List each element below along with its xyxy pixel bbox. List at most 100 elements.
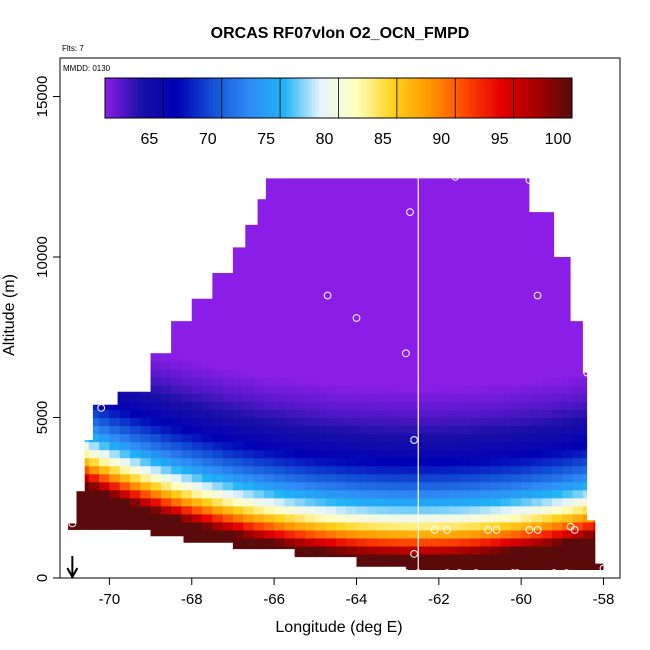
heatmap-cell [459,224,471,234]
heatmap-cell [521,169,532,178]
heatmap-cell [140,505,152,515]
heatmap-cell [253,545,265,555]
heatmap-cell [562,521,574,531]
heatmap-cell [243,529,255,539]
heatmap-cell [366,257,378,266]
heatmap-cell [521,240,533,250]
heatmap-cell [521,377,533,386]
heatmap-cell [469,417,481,427]
colorbar-swatch [499,78,503,118]
heatmap-cell [68,232,80,242]
heatmap-cell [150,248,162,258]
heatmap-cell [212,561,224,570]
heatmap-cell [521,393,533,403]
heatmap-cell [438,265,450,274]
heatmap-cell [500,224,512,234]
heatmap-cell [325,553,337,563]
heatmap-cell [387,513,399,523]
heatmap-cell [109,561,121,570]
heatmap-cell [253,377,265,386]
heatmap-cell [202,537,213,547]
heatmap-cell [397,561,409,570]
colorbar-swatch [329,78,334,118]
heatmap-cell [541,513,553,523]
colorbar-swatch [256,78,261,118]
heatmap-cell [428,281,440,290]
heatmap-cell [480,184,491,194]
heatmap-cell [88,321,100,330]
heatmap-cell [531,545,543,555]
heatmap-cell [335,449,347,459]
heatmap-cell [562,505,574,515]
heatmap-cell [531,361,543,370]
heatmap-cell [449,505,461,515]
heatmap-cell [335,305,347,314]
heatmap-cell [387,561,399,570]
heatmap-cell [130,313,141,322]
sample-point [430,526,439,534]
heatmap-cell [552,169,563,178]
heatmap-cell [428,497,440,507]
colorbar-swatch [125,78,129,118]
heatmap-cell [335,497,347,507]
heatmap-cell [171,537,183,547]
heatmap-cell [346,385,358,395]
heatmap-cell [510,321,522,330]
heatmap-cell [541,521,553,531]
heatmap-cell [604,185,615,194]
heatmap-cell [150,240,162,250]
heatmap-cell [150,537,162,547]
heatmap-cell [315,337,327,346]
heatmap-cell [438,184,450,194]
heatmap-cell [572,433,584,443]
heatmap-cell [541,433,553,443]
sample-point [583,368,591,377]
heatmap-cell [315,529,327,539]
heatmap-cell [356,240,368,250]
heatmap-cell [387,465,399,475]
heatmap-cell [222,425,234,435]
heatmap-cell [181,289,193,298]
colorbar-tick-label: 95 [491,131,509,148]
colorbar-swatch [545,78,550,118]
heatmap-cell [582,232,594,242]
heatmap-cell [212,569,224,570]
heatmap-cell [109,305,121,314]
heatmap-cell [151,169,162,178]
heatmap-cell [469,425,481,435]
heatmap-cell [88,481,100,491]
heatmap-cell [335,401,347,411]
heatmap-cell [593,305,604,314]
heatmap-cell [490,169,501,178]
heatmap-cell [366,208,378,218]
heatmap-cell [346,313,358,322]
heatmap-cell [89,169,100,178]
heatmap-cell [583,169,594,178]
heatmap-cell [222,553,234,563]
heatmap-cell [582,297,594,306]
heatmap-cell [428,248,440,258]
heatmap-cell [99,513,111,523]
heatmap-cell [253,232,265,242]
heatmap-cell [294,497,306,507]
heatmap-cell [130,305,141,314]
heatmap-cell [346,216,358,226]
heatmap-cell [572,313,584,322]
heatmap-cell [274,401,286,411]
heatmap-cell [470,169,481,178]
heatmap-cell [191,465,203,475]
heatmap-cell [356,273,368,282]
heatmap-cell [469,529,481,539]
heatmap-cell [243,393,255,403]
heatmap-cell [521,321,533,330]
heatmap-cell [449,385,461,395]
heatmap-cell [449,297,461,306]
heatmap-cell [552,321,563,330]
heatmap-cell [593,497,604,507]
heatmap-cell [243,537,255,547]
colorbar-swatch [431,78,436,118]
heatmap-cell [181,200,193,210]
heatmap-cell [191,401,203,411]
heatmap-cell [407,489,419,499]
heatmap-cell [88,200,100,210]
